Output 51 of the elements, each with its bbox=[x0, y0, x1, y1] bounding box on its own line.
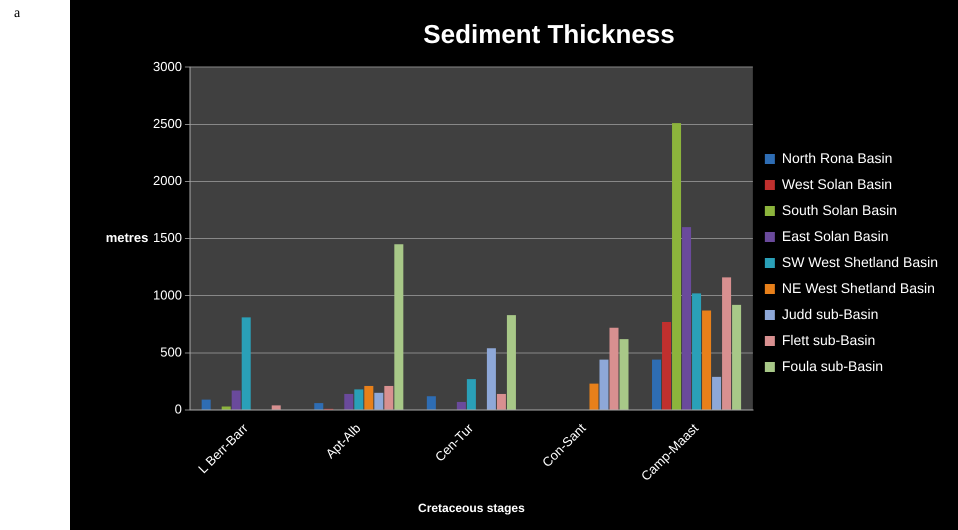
bar bbox=[344, 394, 354, 410]
bar bbox=[354, 389, 364, 410]
legend-label: North Rona Basin bbox=[782, 150, 892, 166]
bar bbox=[374, 392, 384, 410]
y-tick-label: 500 bbox=[160, 344, 182, 360]
bar bbox=[662, 322, 672, 410]
y-axis-title: metres bbox=[106, 230, 148, 246]
y-tick-label: 0 bbox=[174, 402, 182, 417]
legend-label: Judd sub-Basin bbox=[782, 306, 878, 322]
legend-label: East Solan Basin bbox=[782, 228, 888, 244]
y-tick-label: 1500 bbox=[153, 230, 182, 246]
bar bbox=[732, 304, 742, 410]
bar bbox=[506, 315, 516, 410]
bar bbox=[702, 310, 712, 410]
legend-label: NE West Shetland Basin bbox=[782, 280, 935, 296]
text: a bbox=[14, 6, 20, 22]
y-tick-label: 2000 bbox=[153, 173, 182, 188]
bar bbox=[242, 317, 251, 410]
bar bbox=[426, 396, 436, 410]
bar bbox=[202, 400, 211, 410]
legend-label: Foula sub-Basin bbox=[782, 358, 884, 374]
bar bbox=[486, 348, 496, 410]
bar bbox=[232, 390, 241, 410]
legend-label: West Solan Basin bbox=[782, 176, 892, 192]
y-tick-label: 2500 bbox=[153, 116, 182, 131]
bar bbox=[314, 403, 324, 410]
bar bbox=[652, 360, 662, 410]
chart-title: Sediment Thickness bbox=[423, 18, 675, 49]
bar bbox=[456, 402, 466, 410]
bar bbox=[466, 379, 476, 410]
bar bbox=[589, 384, 598, 410]
bar bbox=[692, 293, 702, 410]
bar bbox=[620, 339, 629, 410]
bar bbox=[394, 244, 404, 410]
bar bbox=[672, 123, 682, 410]
legend-label: Flett sub-Basin bbox=[782, 332, 876, 348]
bar bbox=[599, 360, 608, 410]
legend-label: South Solan Basin bbox=[782, 202, 898, 218]
bar bbox=[496, 394, 506, 410]
legend-label: SW West Shetland Basin bbox=[782, 254, 938, 270]
bar bbox=[682, 227, 692, 410]
bar bbox=[384, 386, 394, 410]
bar bbox=[722, 277, 732, 410]
y-tick-label: 1000 bbox=[153, 287, 182, 302]
bar bbox=[272, 405, 281, 410]
bar bbox=[609, 328, 618, 410]
bar bbox=[712, 376, 722, 410]
bar bbox=[364, 386, 374, 410]
y-tick-label: 3000 bbox=[153, 58, 182, 74]
bar bbox=[222, 406, 231, 410]
x-axis-title: Cretaceous stages bbox=[418, 501, 526, 516]
